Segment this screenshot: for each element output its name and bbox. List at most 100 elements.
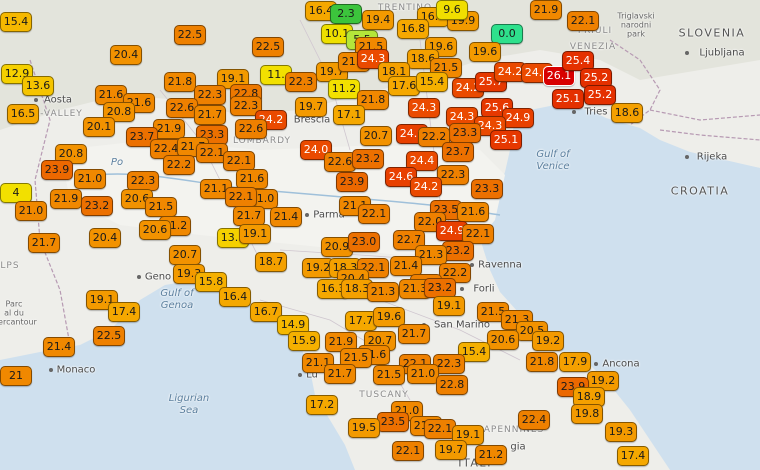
temperature-badge[interactable]: 15.4 (0, 12, 32, 32)
temperature-badge[interactable]: 22.1 (223, 151, 255, 171)
temperature-badge[interactable]: 21.3 (399, 279, 431, 299)
temperature-badge[interactable]: 14.9 (277, 315, 309, 335)
temperature-badge[interactable]: 20.4 (110, 45, 142, 65)
temperature-badge[interactable]: 24.6 (385, 167, 417, 187)
temperature-badge[interactable]: 24.3 (408, 98, 440, 118)
temperature-badge[interactable]: 22.3 (194, 85, 226, 105)
temperature-badge[interactable]: 22.6 (324, 152, 356, 172)
temperature-badge[interactable]: 21.4 (390, 256, 422, 276)
temperature-badge[interactable]: 23.5 (377, 412, 409, 432)
temperature-badge[interactable]: 21.4 (43, 337, 75, 357)
temperature-badge[interactable]: 25.1 (490, 130, 522, 150)
temperature-badge[interactable]: 21.6 (95, 85, 127, 105)
temperature-badge[interactable]: 11.2 (328, 79, 360, 99)
temperature-badge[interactable]: 22.4 (518, 410, 550, 430)
temperature-badge[interactable]: 22.1 (424, 419, 456, 439)
temperature-badge[interactable]: 22.2 (418, 127, 450, 147)
temperature-badge[interactable]: 22.1 (567, 11, 599, 31)
temperature-badge[interactable]: 23.7 (442, 142, 474, 162)
temperature-badge[interactable]: 22.1 (225, 187, 257, 207)
temperature-badge[interactable]: 15.4 (416, 72, 448, 92)
temperature-badge[interactable]: 24.4 (406, 151, 438, 171)
temperature-badge[interactable]: 22.3 (433, 354, 465, 374)
temperature-badge[interactable]: 21.9 (530, 0, 562, 20)
temperature-badge[interactable]: 25.1 (552, 89, 584, 109)
temperature-badge[interactable]: 21.0 (74, 169, 106, 189)
temperature-badge[interactable]: 21.7 (194, 105, 226, 125)
temperature-badge[interactable]: 20.8 (55, 144, 87, 164)
temperature-badge[interactable]: 21.8 (526, 352, 558, 372)
temperature-badge[interactable]: 17.9 (559, 352, 591, 372)
temperature-badge[interactable]: 22.3 (437, 165, 469, 185)
temperature-badge[interactable]: 23.2 (442, 241, 474, 261)
temperature-badge[interactable]: 20.6 (487, 330, 519, 350)
temperature-badge[interactable]: 17.1 (333, 105, 365, 125)
temperature-badge[interactable]: 19.1 (433, 296, 465, 316)
temperature-badge[interactable]: 22.3 (230, 96, 262, 116)
temperature-badge[interactable]: 17.7 (345, 311, 377, 331)
temperature-badge[interactable]: 22.5 (252, 37, 284, 57)
temperature-badge[interactable]: 21.7 (324, 364, 356, 384)
temperature-badge[interactable]: 22.6 (166, 98, 198, 118)
temperature-badge[interactable]: 25.4 (562, 51, 594, 71)
temperature-badge[interactable]: 16.5 (7, 104, 39, 124)
temperature-badge[interactable]: 11. (260, 65, 292, 85)
temperature-badge[interactable]: 23.9 (336, 172, 368, 192)
temperature-badge[interactable]: 21.9 (50, 189, 82, 209)
temperature-badge[interactable]: 21.8 (164, 72, 196, 92)
temperature-badge[interactable]: 19.8 (571, 404, 603, 424)
temperature-badge[interactable]: 19.1 (239, 224, 271, 244)
temperature-badge[interactable]: 21.5 (340, 348, 372, 368)
temperature-badge[interactable]: 22.1 (358, 204, 390, 224)
temperature-badge[interactable]: 20.4 (89, 228, 121, 248)
temperature-badge[interactable]: 21.9 (153, 119, 185, 139)
temperature-badge[interactable]: 22.8 (436, 375, 468, 395)
temperature-badge[interactable]: 21.1 (200, 179, 232, 199)
temperature-badge[interactable]: 23.0 (348, 232, 380, 252)
temperature-badge[interactable]: 22.6 (235, 119, 267, 139)
temperature-badge[interactable]: 22.2 (439, 263, 471, 283)
temperature-badge[interactable]: 21.9 (325, 332, 357, 352)
temperature-badge[interactable]: 16.4 (305, 1, 337, 21)
temperature-badge[interactable]: 23.2 (424, 278, 456, 298)
temperature-badge[interactable]: 19.3 (605, 422, 637, 442)
temperature-badge[interactable]: 17.4 (617, 446, 649, 466)
temperature-badge[interactable]: 23.3 (449, 123, 481, 143)
temperature-badge[interactable]: 21.0 (15, 201, 47, 221)
temperature-badge[interactable]: 9.6 (436, 0, 468, 20)
temperature-badge[interactable]: 21.8 (357, 90, 389, 110)
temperature-badge[interactable]: 22.1 (392, 441, 424, 461)
temperature-badge[interactable]: 23.2 (81, 196, 113, 216)
temperature-badge[interactable]: 16.7 (250, 302, 282, 322)
temperature-badge[interactable]: 19.2 (532, 331, 564, 351)
temperature-badge[interactable]: 20.7 (169, 245, 201, 265)
temperature-badge[interactable]: 21.6 (236, 169, 268, 189)
temperature-badge[interactable]: 21.7 (28, 233, 60, 253)
temperature-badge[interactable]: 4 (0, 183, 32, 203)
temperature-badge[interactable]: 19.4 (362, 10, 394, 30)
temperature-badge[interactable]: 17.2 (306, 395, 338, 415)
temperature-badge[interactable]: 15.4 (458, 342, 490, 362)
temperature-badge[interactable]: 20.7 (360, 126, 392, 146)
temperature-badge[interactable]: 21.6 (457, 202, 489, 222)
temperature-badge[interactable]: 21.7 (233, 206, 265, 226)
temperature-badge[interactable]: 21.0 (407, 364, 439, 384)
temperature-badge[interactable]: 21.3 (415, 245, 447, 265)
temperature-badge[interactable]: 22.5 (93, 326, 125, 346)
temperature-badge[interactable]: 19.7 (435, 440, 467, 460)
temperature-badge[interactable]: 0.0 (491, 24, 523, 44)
temperature-badge[interactable]: 16.4 (219, 287, 251, 307)
temperature-badge[interactable]: 24.2 (410, 177, 442, 197)
temperature-badge[interactable]: 22.2 (163, 155, 195, 175)
temperature-badge[interactable]: 18.3 (341, 279, 373, 299)
temperature-badge[interactable]: 2.3 (330, 4, 362, 24)
temperature-badge[interactable]: 15.8 (195, 272, 227, 292)
temperature-badge[interactable]: 17.4 (108, 302, 140, 322)
temperature-badge[interactable]: 21.2 (475, 445, 507, 465)
temperature-badge[interactable]: 20.1 (83, 117, 115, 137)
temperature-badge[interactable]: 21.4 (270, 207, 302, 227)
temperature-badge[interactable]: 17.6 (388, 76, 420, 96)
temperature-badge[interactable]: 19.6 (469, 42, 501, 62)
temperature-badge[interactable]: 19.6 (373, 307, 405, 327)
